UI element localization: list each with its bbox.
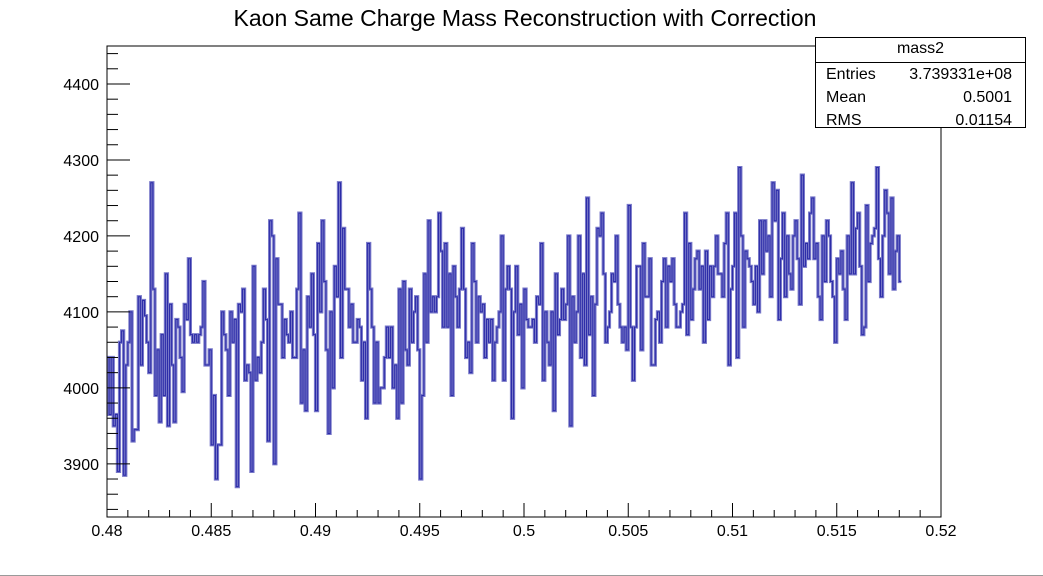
x-tick-label: 0.5 xyxy=(513,523,535,540)
stats-entries-label: Entries xyxy=(826,66,876,83)
stats-mean-value: 0.5001 xyxy=(963,89,1012,106)
x-tick-label: 0.49 xyxy=(300,523,331,540)
chart-title: Kaon Same Charge Mass Reconstruction wit… xyxy=(234,5,817,31)
y-tick-label: 4200 xyxy=(63,229,99,246)
x-tick-label: 0.485 xyxy=(191,523,231,540)
x-tick-label: 0.48 xyxy=(91,523,122,540)
stats-entries-value: 3.739331e+08 xyxy=(909,66,1012,83)
x-tick-label: 0.52 xyxy=(925,523,956,540)
histogram-series-line xyxy=(107,167,902,488)
stats-mean-label: Mean xyxy=(826,89,867,106)
y-tick-label: 4100 xyxy=(63,305,99,322)
stats-rms-label: RMS xyxy=(826,112,862,129)
x-tick-label: 0.505 xyxy=(608,523,648,540)
y-tick-label: 4000 xyxy=(63,381,99,398)
x-tick-label: 0.515 xyxy=(817,523,857,540)
stats-box: mass2 Entries 3.739331e+08 Mean 0.5001 R… xyxy=(815,37,1026,129)
y-tick-label: 4400 xyxy=(63,77,99,94)
stats-rms-row: RMS 0.01154 xyxy=(816,109,1025,132)
stats-entries-row: Entries 3.739331e+08 xyxy=(816,63,1025,86)
y-tick-label: 3900 xyxy=(63,457,99,474)
x-tick-label: 0.495 xyxy=(400,523,440,540)
stats-mean-row: Mean 0.5001 xyxy=(816,86,1025,109)
stats-title: mass2 xyxy=(816,38,1025,63)
y-tick-label: 4300 xyxy=(63,153,99,170)
stats-rms-value: 0.01154 xyxy=(955,112,1012,129)
histogram-layer xyxy=(107,165,902,489)
axes: 0.48 0.485 0.49 0.495 0.5 0.505 0.51 0.515 0.52 3… xyxy=(63,53,957,540)
x-tick-label: 0.51 xyxy=(717,523,748,540)
